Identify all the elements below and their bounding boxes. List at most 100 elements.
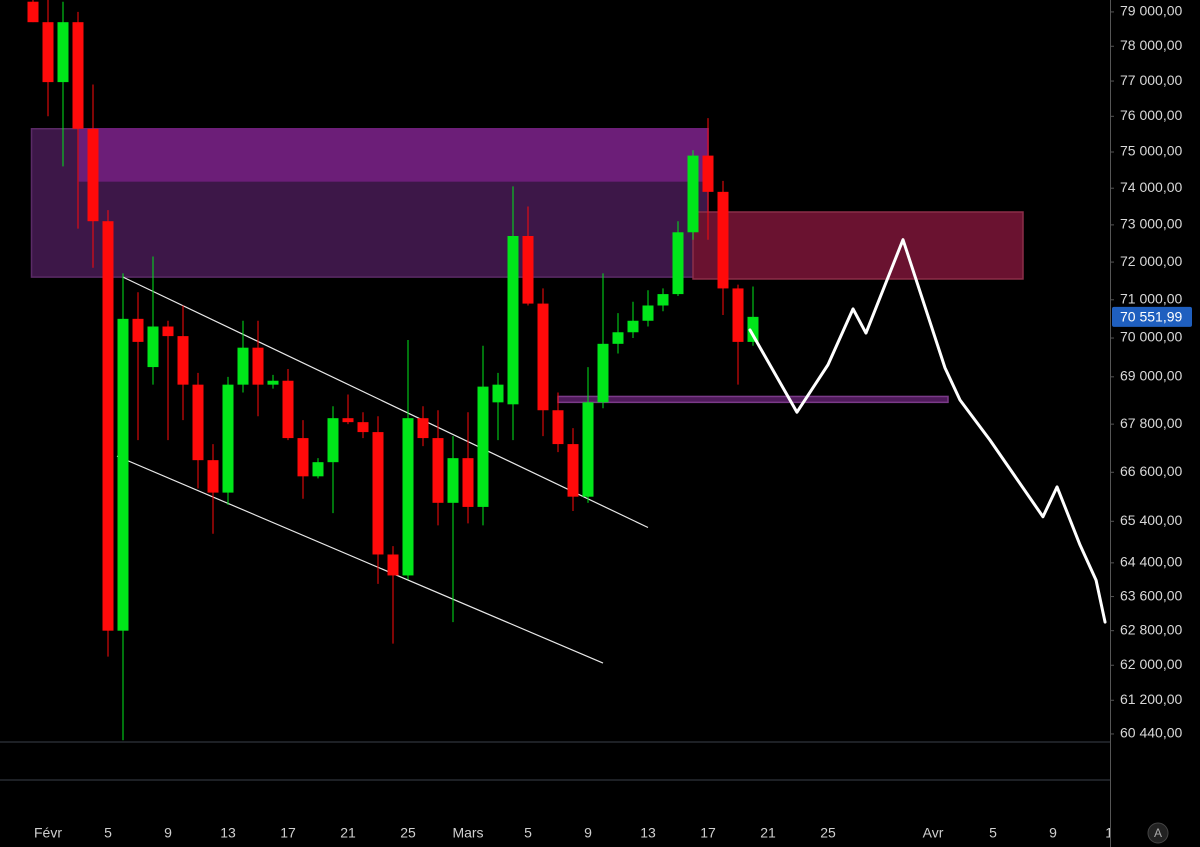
x-tick-label: 9 bbox=[584, 825, 592, 841]
y-tick-label: 66 600,00 bbox=[1120, 463, 1182, 479]
candle-body bbox=[417, 418, 429, 439]
candle-body bbox=[657, 294, 669, 306]
x-tick-label: Avr bbox=[923, 825, 944, 841]
x-tick-label: 5 bbox=[104, 825, 112, 841]
candle-body bbox=[552, 410, 564, 445]
y-tick-label: 71 000,00 bbox=[1120, 290, 1182, 306]
candle-body bbox=[312, 462, 324, 477]
y-tick-label: 62 000,00 bbox=[1120, 656, 1182, 672]
candle-body bbox=[447, 458, 459, 503]
candle-body bbox=[612, 332, 624, 344]
candle-body bbox=[492, 384, 504, 403]
candle-body bbox=[537, 303, 549, 411]
candle-body bbox=[672, 232, 684, 295]
candle-body bbox=[327, 418, 339, 463]
candle-body bbox=[87, 128, 99, 222]
candle-body bbox=[342, 418, 354, 423]
y-tick-label: 79 000,00 bbox=[1120, 3, 1182, 19]
x-tick-label: 17 bbox=[280, 825, 296, 841]
zone bbox=[78, 127, 709, 182]
y-tick-label: 60 440,00 bbox=[1120, 725, 1182, 741]
candle-body bbox=[747, 316, 759, 342]
candle-body bbox=[27, 1, 39, 23]
candle-body bbox=[432, 438, 444, 503]
candle-body bbox=[597, 343, 609, 403]
auto-scale-button[interactable] bbox=[1147, 822, 1169, 844]
candle-body bbox=[57, 22, 69, 83]
candle-body bbox=[162, 326, 174, 337]
x-tick-label: 9 bbox=[164, 825, 172, 841]
candle-body bbox=[237, 347, 249, 385]
y-tick-label: 77 000,00 bbox=[1120, 72, 1182, 88]
candle-body bbox=[702, 155, 714, 192]
x-tick-label: 25 bbox=[400, 825, 416, 841]
candle-body bbox=[357, 422, 369, 433]
channel-line bbox=[122, 276, 649, 529]
candle-body bbox=[117, 318, 129, 631]
zone bbox=[692, 211, 1024, 280]
x-axis: Févr5913172125Mars5913172125Avr5913 bbox=[34, 825, 1121, 841]
projection-path bbox=[748, 238, 1107, 624]
x-tick-label: Mars bbox=[452, 825, 483, 841]
candle-body bbox=[207, 460, 219, 493]
y-tick-label: 63 600,00 bbox=[1120, 587, 1182, 603]
candle-body bbox=[42, 22, 54, 83]
y-tick-label: 67 800,00 bbox=[1120, 415, 1182, 431]
channel-line bbox=[116, 455, 604, 664]
y-tick-label: 69 000,00 bbox=[1120, 368, 1182, 384]
drawings bbox=[116, 276, 649, 664]
candle-body bbox=[132, 318, 144, 342]
candle-body bbox=[567, 444, 579, 497]
candle-body bbox=[297, 438, 309, 477]
candle-body bbox=[732, 288, 744, 342]
y-tick-label: 70 000,00 bbox=[1120, 329, 1182, 345]
candle-body bbox=[627, 320, 639, 333]
x-tick-label: 21 bbox=[760, 825, 776, 841]
x-tick-label: 5 bbox=[989, 825, 997, 841]
y-tick-label: 76 000,00 bbox=[1120, 107, 1182, 123]
x-tick-label: 13 bbox=[640, 825, 656, 841]
y-tick-label: 64 400,00 bbox=[1120, 554, 1182, 570]
y-tick-label: 62 800,00 bbox=[1120, 621, 1182, 637]
candle-body bbox=[282, 380, 294, 439]
candle-body bbox=[717, 191, 729, 289]
candle-body bbox=[177, 336, 189, 385]
candle-body bbox=[582, 402, 594, 497]
y-tick-label: 72 000,00 bbox=[1120, 253, 1182, 269]
y-tick-label: 78 000,00 bbox=[1120, 37, 1182, 53]
last-price-label: 70 551,99 bbox=[1120, 309, 1182, 325]
y-tick-label: 73 000,00 bbox=[1120, 216, 1182, 232]
candle-body bbox=[462, 458, 474, 507]
x-tick-label: Févr bbox=[34, 825, 62, 841]
y-tick-label: 75 000,00 bbox=[1120, 143, 1182, 159]
candle-body bbox=[477, 386, 489, 507]
auto-scale-label[interactable]: A bbox=[1154, 826, 1162, 840]
y-tick-label: 65 400,00 bbox=[1120, 512, 1182, 528]
zone bbox=[557, 395, 949, 404]
x-tick-label: 13 bbox=[220, 825, 236, 841]
projection bbox=[748, 238, 1107, 624]
candle-body bbox=[642, 305, 654, 321]
x-tick-label: 5 bbox=[524, 825, 532, 841]
price-axis-panel bbox=[1111, 0, 1200, 847]
candle-body bbox=[372, 432, 384, 555]
candle-body bbox=[267, 380, 279, 385]
candles bbox=[27, 0, 759, 741]
x-tick-label: 25 bbox=[820, 825, 836, 841]
candle-body bbox=[102, 221, 114, 631]
x-tick-label: 17 bbox=[700, 825, 716, 841]
last-price-tag bbox=[1112, 306, 1192, 327]
candle-body bbox=[252, 347, 264, 385]
y-tick-label: 74 000,00 bbox=[1120, 179, 1182, 195]
x-tick-label: 9 bbox=[1049, 825, 1057, 841]
zones bbox=[30, 127, 1024, 404]
candle-body bbox=[222, 384, 234, 493]
candle-body bbox=[522, 235, 534, 304]
candle-body bbox=[147, 326, 159, 368]
y-axis: 79 000,00 78 000,00 77 000,00 76 000,00 75 0… bbox=[1110, 3, 1192, 741]
x-tick-label: 21 bbox=[340, 825, 356, 841]
candle-body bbox=[192, 384, 204, 461]
candle-body bbox=[687, 155, 699, 233]
